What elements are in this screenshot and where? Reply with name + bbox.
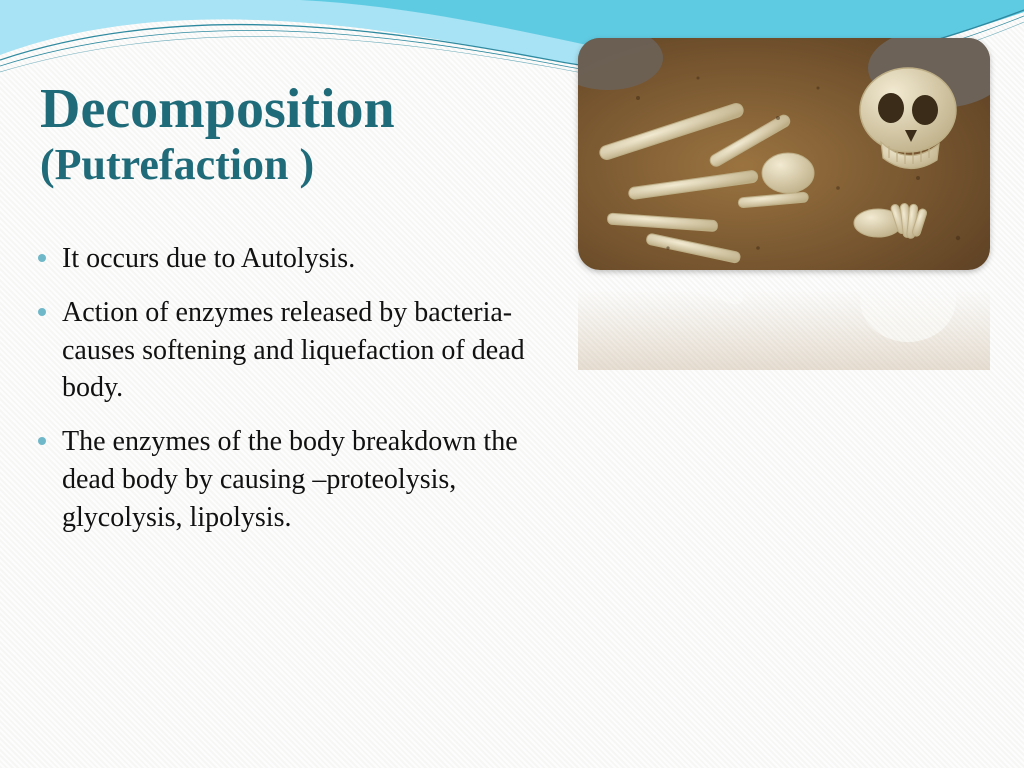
list-item: The enzymes of the body breakdown the de…	[38, 423, 558, 536]
slide: Decomposition (Putrefaction )	[0, 0, 1024, 768]
bullet-list: It occurs due to Autolysis. Action of en…	[38, 240, 558, 553]
bullet-text: It occurs due to Autolysis.	[62, 240, 558, 278]
bullet-dot-icon	[38, 437, 46, 445]
bullet-dot-icon	[38, 254, 46, 262]
bullet-text: Action of enzymes released by bacteria- …	[62, 294, 558, 407]
list-item: It occurs due to Autolysis.	[38, 240, 558, 278]
slide-image	[578, 38, 990, 270]
list-item: Action of enzymes released by bacteria- …	[38, 294, 558, 407]
title-main: Decomposition	[40, 80, 560, 139]
title-block: Decomposition (Putrefaction )	[40, 80, 560, 189]
title-subtitle: (Putrefaction )	[40, 141, 560, 189]
bullet-text: The enzymes of the body breakdown the de…	[62, 423, 558, 536]
bullet-dot-icon	[38, 308, 46, 316]
slide-image-reflection	[578, 270, 990, 370]
